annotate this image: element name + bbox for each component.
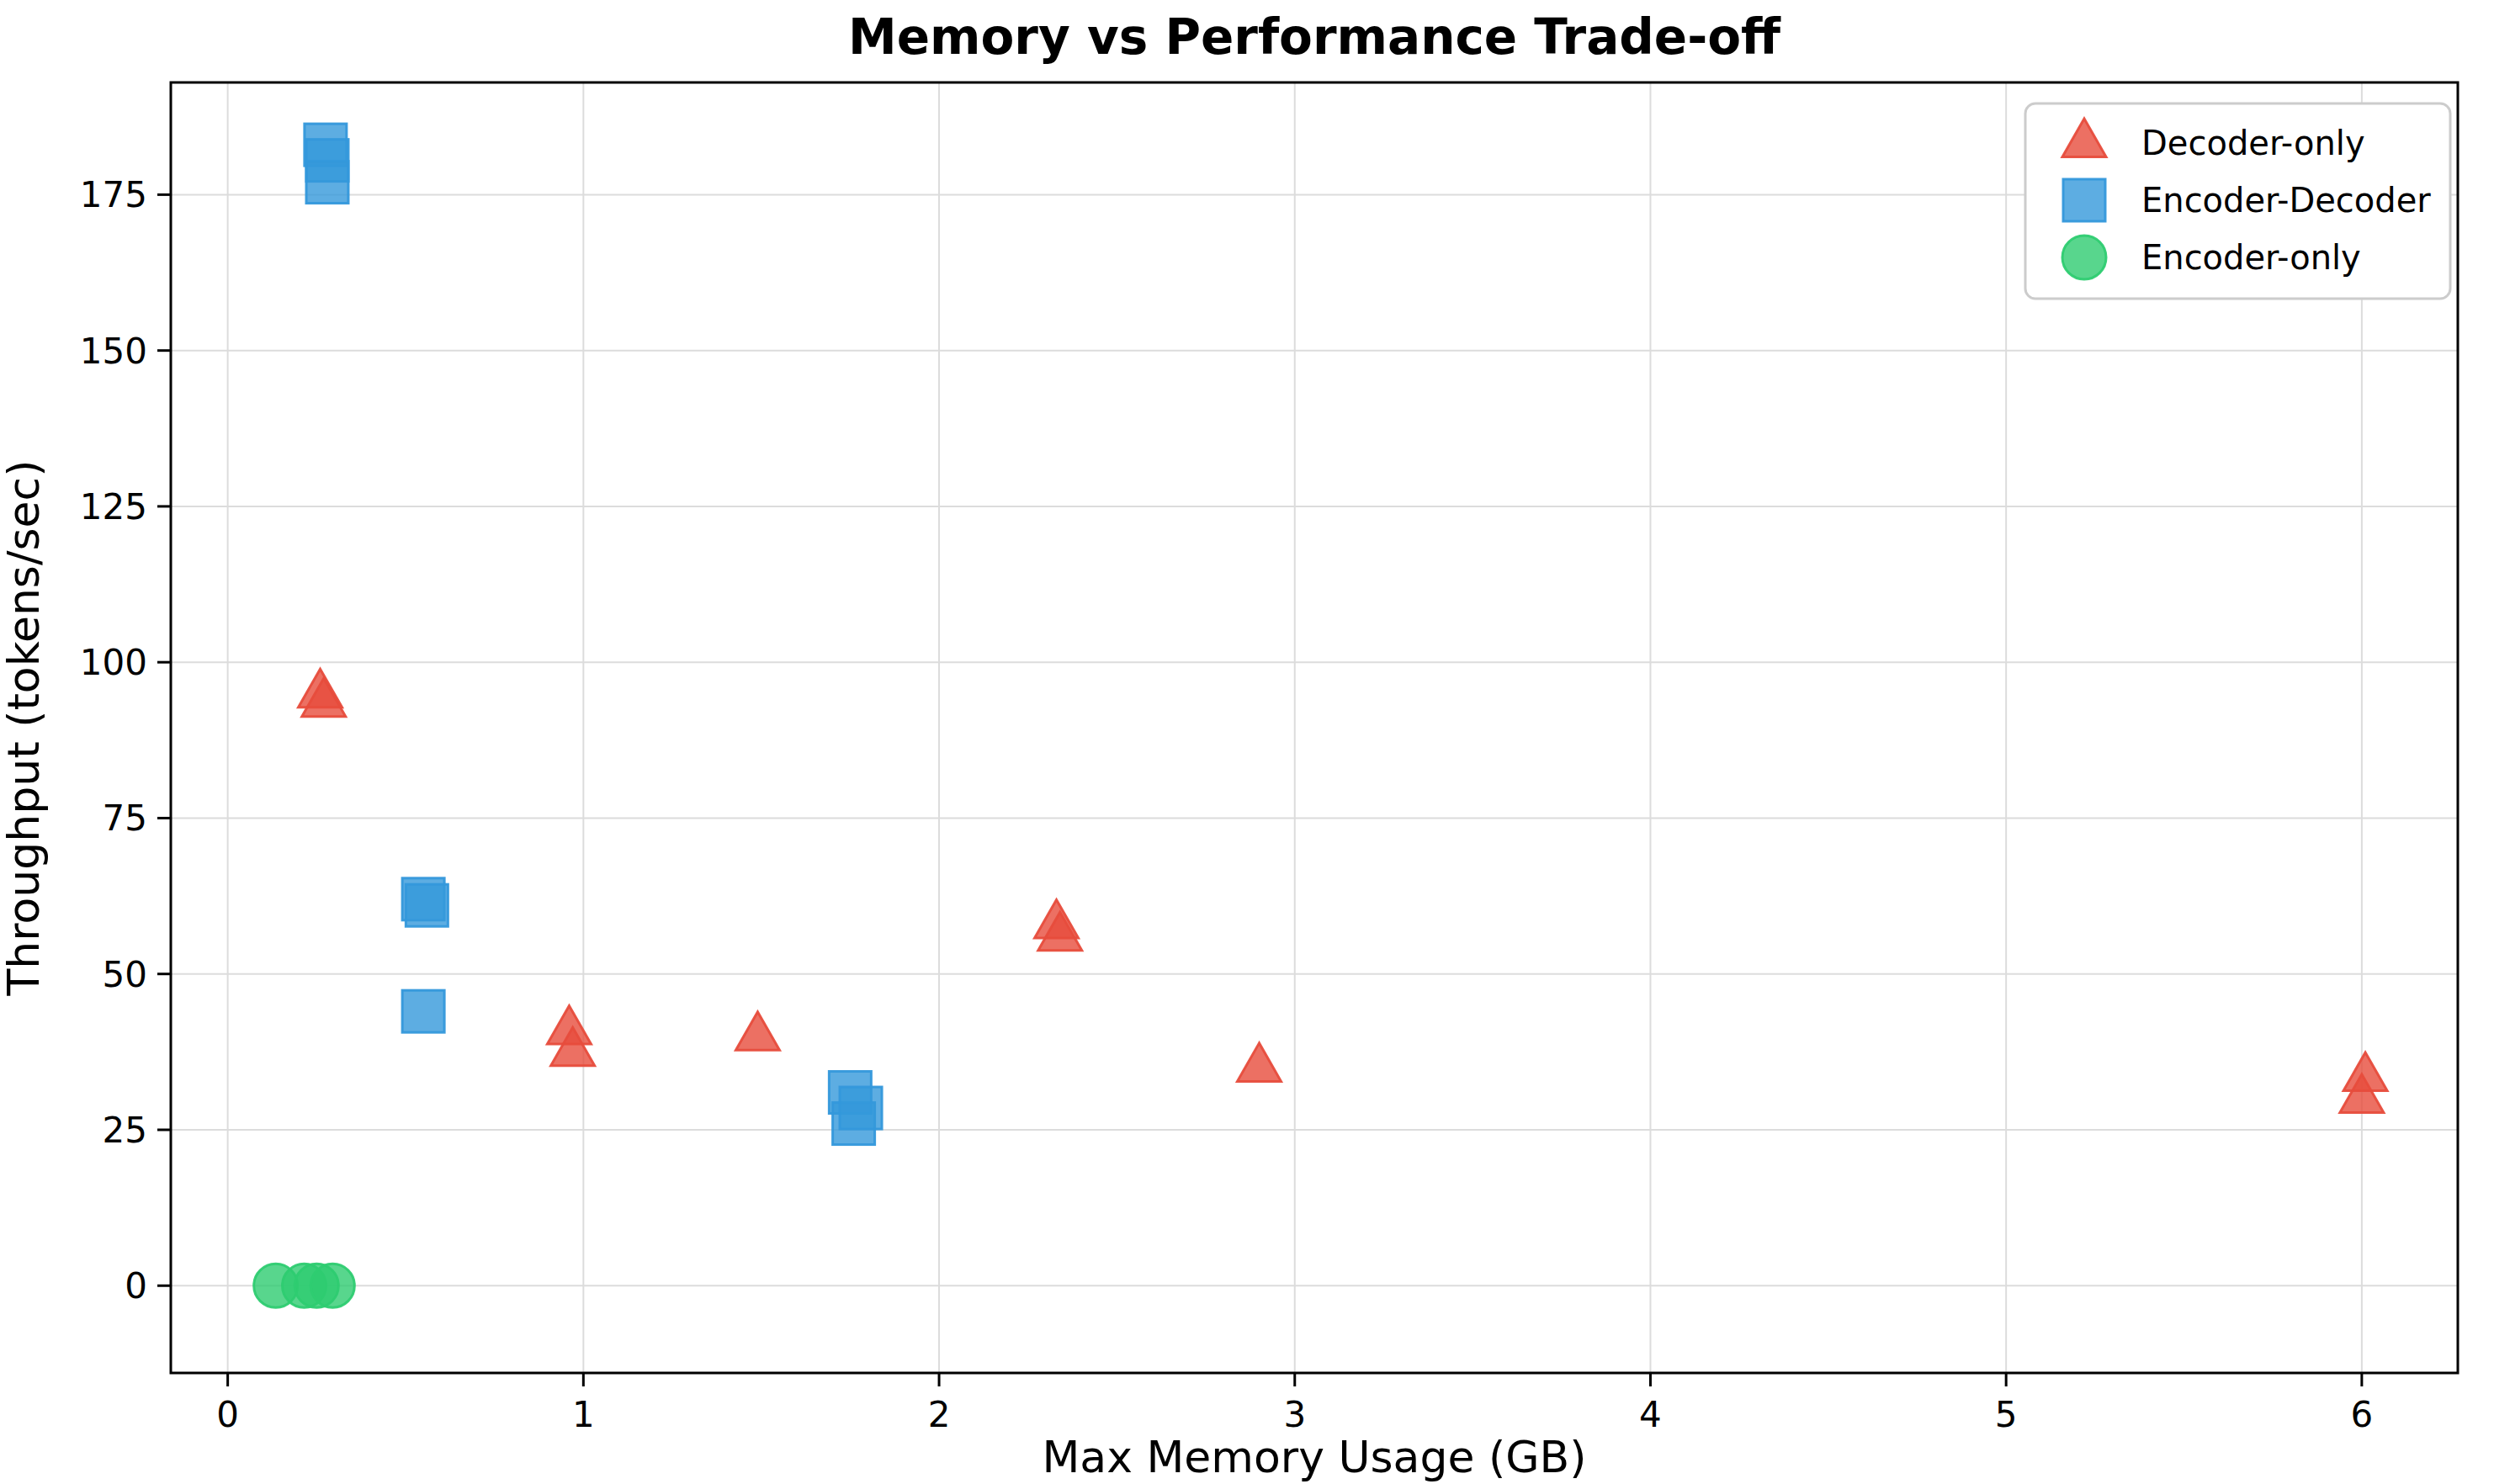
x-tick-label: 1 (572, 1394, 595, 1435)
y-tick-label: 125 (80, 486, 147, 527)
series-decoder-only (299, 669, 2388, 1112)
y-tick-label: 0 (125, 1265, 147, 1306)
data-point-encoder-decoder (402, 990, 444, 1032)
y-tick-label: 25 (103, 1110, 147, 1151)
series-encoder-only (254, 1264, 355, 1307)
data-point-legend-square-icon (2063, 179, 2105, 221)
y-tick-label: 75 (103, 798, 147, 839)
x-tick-label: 3 (1283, 1394, 1306, 1435)
x-tick-label: 0 (216, 1394, 239, 1435)
x-tick-label: 5 (1995, 1394, 2018, 1435)
series-encoder-decoder (305, 124, 882, 1144)
legend-label: Decoder-only (2141, 124, 2365, 162)
data-point-encoder-decoder (406, 884, 448, 926)
data-point-encoder-only (310, 1264, 354, 1307)
legend-label: Encoder-Decoder (2141, 181, 2431, 220)
scatter-chart-figure: Memory vs Performance Trade-off 01234560… (0, 0, 2494, 1484)
y-tick-label: 150 (80, 331, 147, 372)
y-tick-label: 100 (80, 642, 147, 683)
x-tick-label: 4 (1639, 1394, 1662, 1435)
x-tick-label: 6 (2351, 1394, 2374, 1435)
chart-canvas: Memory vs Performance Trade-off 01234560… (0, 0, 2494, 1484)
data-point-encoder-decoder (306, 162, 348, 204)
x-tick-label: 2 (928, 1394, 951, 1435)
y-tick-label: 50 (103, 954, 147, 995)
chart-title: Memory vs Performance Trade-off (848, 8, 1781, 66)
x-axis-label: Max Memory Usage (GB) (1042, 1432, 1586, 1482)
data-point-legend-circle-icon (2062, 236, 2106, 279)
legend: Decoder-only Encoder-Decoder Encoder-only (2025, 103, 2450, 299)
data-point-decoder-only (2343, 1052, 2387, 1091)
data-point-decoder-only (1237, 1043, 1281, 1082)
legend-label: Encoder-only (2141, 238, 2361, 277)
data-point-decoder-only (735, 1012, 779, 1051)
data-point-encoder-decoder (840, 1087, 882, 1129)
y-axis-label: Throughput (tokens/sec) (0, 460, 49, 997)
tick-layer: 0 1 2 3 4 5 6 0 25 50 75 100 125 150 175 (80, 174, 2373, 1435)
y-tick-label: 175 (80, 174, 147, 215)
